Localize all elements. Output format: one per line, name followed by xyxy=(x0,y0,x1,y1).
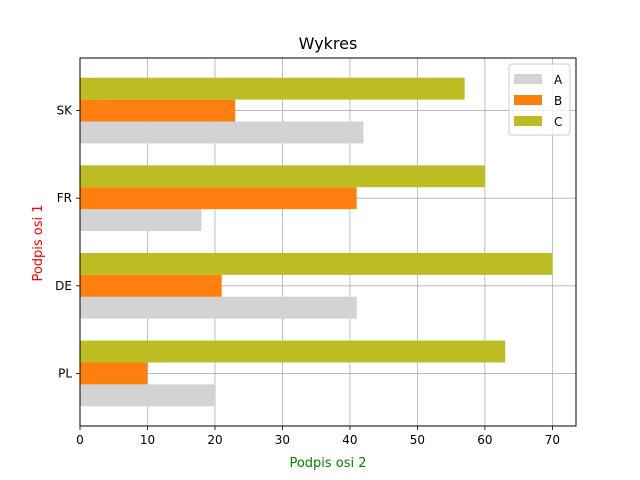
x-tick-label: 10 xyxy=(140,433,155,447)
x-tick-label: 60 xyxy=(477,433,492,447)
x-tick-label: 40 xyxy=(342,433,357,447)
legend-swatch-b xyxy=(514,95,542,105)
y-tick-label-sk: SK xyxy=(57,104,74,118)
y-tick-label-de: DE xyxy=(55,279,72,293)
y-axis-label: Podpis osi 1 xyxy=(31,204,46,281)
chart-title: Wykres xyxy=(299,34,358,53)
y-tick-label-fr: FR xyxy=(57,191,72,205)
bar-b-de xyxy=(80,274,222,297)
x-tick-label: 50 xyxy=(410,433,425,447)
legend: ABC xyxy=(508,63,571,136)
x-axis-label: Podpis osi 2 xyxy=(289,456,366,471)
bars xyxy=(80,77,553,407)
bar-a-de xyxy=(80,296,357,319)
plot-frame xyxy=(79,57,577,427)
legend-swatch-a xyxy=(514,74,542,84)
bar-b-pl xyxy=(80,362,148,385)
x-tick-label: 0 xyxy=(76,433,84,447)
bar-a-pl xyxy=(80,384,215,407)
bar-c-pl xyxy=(80,340,506,363)
bar-a-fr xyxy=(80,209,202,232)
bar-b-sk xyxy=(80,99,236,122)
y-tick-label-pl: PL xyxy=(58,366,72,380)
legend-label-c: C xyxy=(554,115,562,129)
bar-c-de xyxy=(80,252,553,275)
bar-a-sk xyxy=(80,121,364,144)
bar-b-fr xyxy=(80,187,357,210)
x-tick-label: 20 xyxy=(207,433,222,447)
bar-c-sk xyxy=(80,77,465,100)
bar-c-fr xyxy=(80,165,485,188)
legend-swatch-c xyxy=(514,116,542,126)
x-tick-label: 70 xyxy=(545,433,560,447)
legend-label-a: A xyxy=(554,73,563,87)
x-tick-label: 30 xyxy=(275,433,290,447)
ticks: 0 10 20 30 40 50 60 70 PL DE FR SK xyxy=(55,104,560,447)
legend-label-b: B xyxy=(554,94,562,108)
